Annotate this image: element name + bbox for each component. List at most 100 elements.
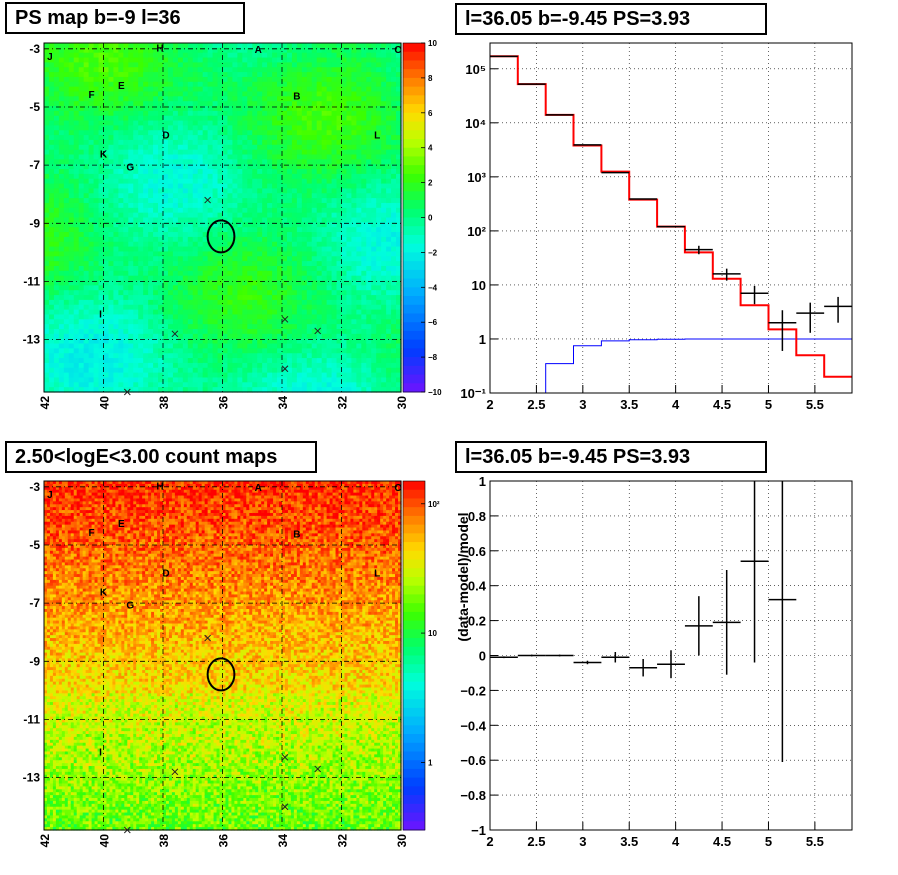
ps-map-pixel: [44, 372, 50, 379]
ps-map-pixel: [148, 154, 154, 160]
ps-map-pixel: [301, 106, 308, 112]
ps-map-pixel: [257, 149, 263, 156]
ps-map-pixel: [138, 106, 144, 112]
ps-map-pixel: [247, 125, 253, 131]
ps-map-pixel: [108, 232, 115, 238]
ps-map-pixel: [113, 358, 119, 364]
ps-map-pixel: [83, 299, 90, 306]
ps-map-pixel: [163, 343, 169, 349]
ps-map-pixel: [301, 96, 308, 102]
ps-map-pixel: [133, 217, 139, 223]
ps-map-pixel: [113, 159, 119, 165]
ps-map-pixel: [381, 285, 387, 291]
ps-map-pixel: [148, 280, 154, 286]
ps-map-pixel: [267, 333, 273, 340]
ps-map-pixel: [217, 382, 224, 388]
ps-map-pixel: [167, 139, 174, 146]
ps-map-pixel: [187, 52, 194, 59]
ps-map-pixel: [341, 43, 348, 49]
ps-map-pixel: [247, 72, 253, 78]
ps-map-pixel: [212, 125, 219, 131]
ps-map-pixel: [123, 304, 129, 311]
ps-map-pixel: [158, 251, 164, 257]
ps-map-pixel: [148, 47, 154, 54]
ps-map-pixel: [202, 261, 209, 267]
ps-map-pixel: [227, 304, 234, 311]
ps-map-pixel: [381, 72, 387, 78]
ps-map-pixel: [217, 343, 224, 349]
ps-map-pixel: [356, 387, 362, 393]
ps-map-pixel: [321, 47, 328, 54]
ps-map-pixel: [138, 382, 144, 388]
ps-map-pixel: [237, 328, 243, 335]
ps-map-pixel: [58, 173, 65, 180]
ps-map-pixel: [232, 135, 238, 141]
ps-map-pixel: [267, 72, 273, 78]
ps-map-pixel: [286, 236, 293, 243]
ps-map-pixel: [326, 246, 333, 253]
ps-map-pixel: [371, 130, 377, 136]
ps-map-pixel: [113, 164, 119, 170]
ps-map-pixel: [371, 120, 377, 127]
ps-map-pixel: [153, 367, 159, 374]
ps-map-pixel: [177, 275, 184, 282]
ps-map-pixel: [247, 328, 253, 335]
ps-map-pixel: [326, 154, 333, 160]
ps-map-pixel: [222, 86, 229, 93]
ps-map-pixel: [242, 382, 248, 388]
ps-map-pixel: [93, 251, 100, 257]
ps-map-pixel: [282, 227, 288, 233]
ps-map-pixel: [153, 338, 159, 345]
ps-map-pixel: [227, 96, 234, 102]
ps-map-pixel: [172, 106, 179, 112]
ps-map-pixel: [187, 67, 194, 73]
ps-map-pixel: [123, 343, 129, 349]
ps-map-pixel: [98, 246, 105, 253]
ps-map-pixel: [73, 227, 80, 233]
ps-map-pixel: [167, 328, 174, 335]
ps-map-pixel: [366, 212, 372, 219]
ps-map-pixel: [113, 130, 119, 136]
ps-map-pixel: [73, 265, 80, 272]
ps-map-pixel: [306, 144, 313, 151]
ps-map-pixel: [68, 188, 75, 194]
ps-map-pixel: [267, 367, 273, 374]
ps-map-pixel: [68, 96, 75, 102]
ps-map-pixel: [83, 295, 90, 301]
ps-map-pixel: [202, 86, 209, 93]
ps-map-pixel: [376, 319, 382, 325]
ps-map-pixel: [48, 62, 55, 68]
ps-map-pixel: [277, 47, 283, 54]
ps-map-pixel: [217, 285, 224, 291]
ps-map-pixel: [237, 159, 243, 165]
ps-map-pixel: [108, 358, 115, 364]
ps-map-pixel: [381, 270, 387, 277]
ps-map-pixel: [133, 62, 139, 68]
ps-map-pixel: [88, 212, 95, 219]
ps-map-pixel: [138, 324, 144, 330]
ps-map-pixel: [242, 372, 248, 379]
ps-map-pixel: [262, 169, 268, 175]
ps-map-pixel: [252, 236, 258, 243]
ps-map-pixel: [148, 343, 154, 349]
ps-map-pixel: [177, 265, 184, 272]
ps-map-pixel: [331, 285, 338, 291]
ps-map-pixel: [247, 217, 253, 223]
ps-map-pixel: [262, 135, 268, 141]
ps-map-pixel: [53, 154, 60, 160]
ps-map-pixel: [58, 154, 65, 160]
ps-map-pixel: [366, 72, 372, 78]
ps-map-pixel: [44, 251, 50, 257]
ps-map-pixel: [197, 183, 204, 190]
ps-map-pixel: [286, 193, 293, 199]
ps-map-pixel: [163, 139, 169, 146]
ps-map-pixel: [167, 382, 174, 388]
ps-map-pixel: [128, 275, 134, 282]
ps-map-pixel: [301, 62, 308, 68]
ps-map-pixel: [187, 309, 194, 316]
ps-map-pixel: [98, 169, 105, 175]
ps-map-pixel: [301, 159, 308, 165]
ps-map-pixel: [286, 319, 293, 325]
ps-map-pixel: [158, 115, 164, 122]
ps-map-pixel: [257, 159, 263, 165]
